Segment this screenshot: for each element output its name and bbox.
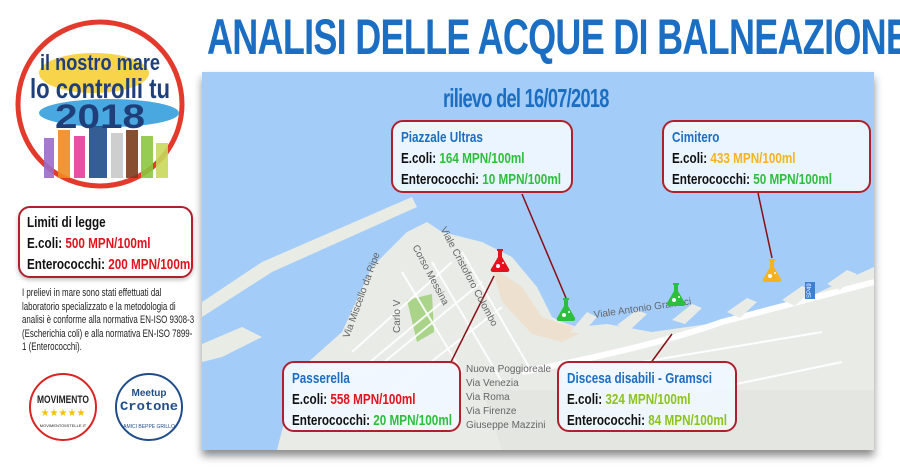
meetup-crotone-logo: Meetup Crotone AMICI BEPPE GRILLO — [114, 372, 184, 442]
methodology-note: I prelievi in mare sono stati effettuati… — [22, 287, 195, 353]
logo-year: 2018 — [55, 98, 145, 136]
street-label: Via Venezia — [466, 378, 519, 389]
limits-entero-value: 200 MPN/100ml — [108, 256, 194, 273]
site-box-piazzale-ultras: Piazzale Ultras E.coli: 164 MPN/100ml En… — [391, 120, 573, 193]
leader-line-piazzale — [521, 193, 567, 299]
flask-icon-piazzale[interactable] — [555, 296, 577, 322]
m5s-logo-text: MOVIMENTO — [37, 394, 89, 406]
campaign-logo: il nostro mare lo controlli tu 2018 — [15, 19, 185, 189]
entero-label: Enterococchi: — [567, 412, 646, 429]
street-label: Nuova Poggioreale — [466, 364, 552, 375]
m5s-logo: MOVIMENTO ★★★★★ MOVIMENTO5STELLE.IT — [28, 372, 98, 442]
site-box-cimitero: Cimitero E.coli: 433 MPN/100ml Enterococ… — [662, 120, 871, 193]
meetup-logo-line3: AMICI BEPPE GRILLO — [123, 424, 175, 430]
entero-value: 20 MPN/100ml — [373, 412, 452, 429]
ecoli-label: E.coli: — [401, 150, 437, 167]
site-name: Discesa disabili - Gramsci — [567, 370, 713, 387]
meetup-logo-line2: Crotone — [120, 399, 178, 414]
street-label: Giuseppe Mazzini — [466, 420, 546, 431]
limits-ecoli-value: 500 MPN/100ml — [65, 235, 151, 252]
meetup-logo-line1: Meetup — [132, 388, 167, 399]
limits-entero-label: Enterococchi: — [27, 256, 106, 273]
ecoli-label: E.coli: — [567, 391, 603, 408]
site-box-passerella: Passerella E.coli: 558 MPN/100ml Enteroc… — [282, 361, 461, 432]
road-shield: SP49 — [805, 282, 815, 299]
flask-icon-cimitero[interactable] — [761, 257, 783, 283]
survey-date: rilievo del 16/07/2018 — [443, 83, 609, 113]
five-stars-icon: ★★★★★ — [41, 408, 86, 419]
logo-line1: il nostro mare — [40, 50, 160, 75]
limits-heading: Limiti di legge — [27, 214, 106, 231]
ecoli-value: 164 MPN/100ml — [439, 150, 525, 167]
entero-label: Enterococchi: — [672, 171, 751, 188]
leader-line-cimitero — [757, 192, 773, 259]
street-label: Via Roma — [466, 392, 510, 403]
site-box-discesa-disabili-gramsci: Discesa disabili - Gramsci E.coli: 324 M… — [557, 361, 737, 432]
legal-limits-box: Limiti di legge E.coli: 500 MPN/100ml En… — [18, 206, 193, 278]
flask-icon-passerella[interactable] — [489, 247, 511, 273]
site-name: Passerella — [292, 370, 350, 387]
street-label: Via Firenze — [466, 406, 517, 417]
leader-line-passerella — [449, 275, 495, 365]
entero-value: 50 MPN/100ml — [753, 171, 832, 188]
ecoli-value: 324 MPN/100ml — [605, 391, 691, 408]
limits-ecoli-label: E.coli: — [27, 235, 63, 252]
flask-icon-gramsci[interactable] — [665, 281, 687, 307]
entero-label: Enterococchi: — [292, 412, 371, 429]
leader-line-gramsci — [649, 333, 673, 365]
site-name: Cimitero — [672, 129, 720, 146]
ecoli-label: E.coli: — [672, 150, 708, 167]
entero-label: Enterococchi: — [401, 171, 480, 188]
entero-value: 84 MPN/100ml — [648, 412, 727, 429]
page-title: ANALISI DELLE ACQUE DI BALNEAZIONE — [207, 9, 900, 65]
logo-line2: lo controlli tu — [30, 73, 170, 104]
ecoli-label: E.coli: — [292, 391, 328, 408]
ecoli-value: 558 MPN/100ml — [330, 391, 416, 408]
site-name: Piazzale Ultras — [401, 129, 483, 146]
entero-value: 10 MPN/100ml — [482, 171, 561, 188]
m5s-logo-url: MOVIMENTO5STELLE.IT — [40, 423, 87, 428]
street-label: Carlo V — [392, 299, 403, 333]
ecoli-value: 433 MPN/100ml — [710, 150, 796, 167]
